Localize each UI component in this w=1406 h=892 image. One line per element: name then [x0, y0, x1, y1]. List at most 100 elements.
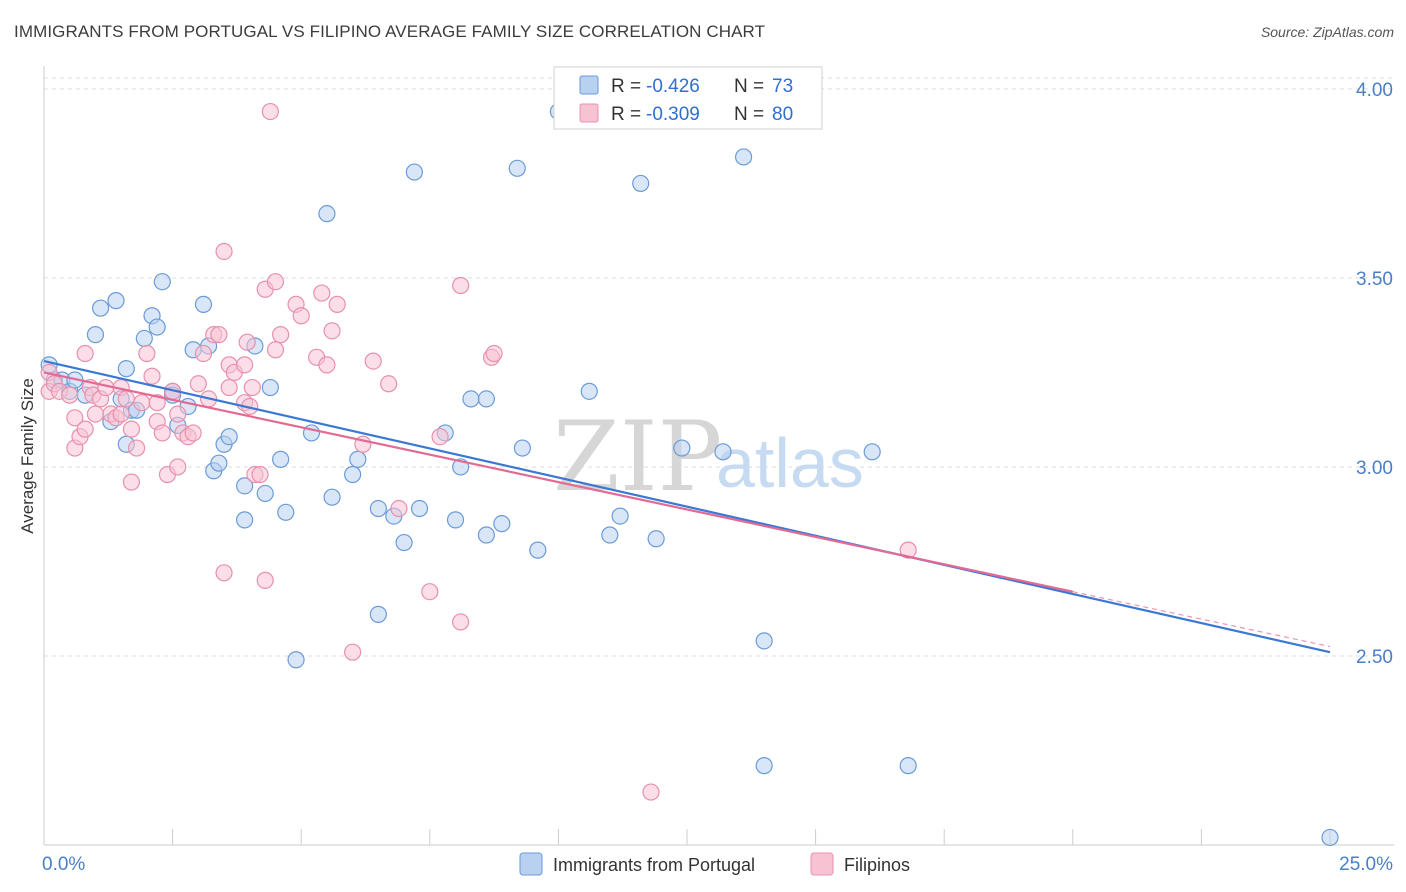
point-filipinos: [452, 613, 470, 631]
point-portugal: [508, 159, 526, 177]
point-filipinos: [215, 564, 233, 582]
axes: [43, 66, 1394, 846]
point-portugal: [369, 499, 387, 518]
point-filipinos: [390, 499, 408, 518]
point-portugal: [287, 651, 305, 669]
point-portugal: [611, 507, 629, 525]
point-portugal: [220, 428, 238, 446]
point-filipinos: [220, 378, 238, 397]
point-filipinos: [117, 390, 135, 408]
point-portugal: [899, 757, 917, 775]
legend-r-label-filipinos: R =: [611, 104, 641, 125]
point-portugal: [477, 526, 495, 544]
point-filipinos: [169, 458, 187, 476]
point-filipinos: [421, 583, 439, 601]
point-filipinos: [194, 344, 213, 363]
point-filipinos: [344, 643, 362, 661]
point-portugal: [395, 533, 413, 552]
point-filipinos: [138, 344, 156, 363]
point-portugal: [446, 511, 465, 529]
point-filipinos: [189, 375, 207, 393]
point-portugal: [493, 515, 511, 533]
point-filipinos: [328, 295, 346, 313]
point-portugal: [755, 632, 773, 650]
y-tick-label: 3.50: [1356, 269, 1393, 290]
point-portugal: [601, 526, 619, 544]
point-portugal: [349, 450, 367, 468]
y-tick-label: 3.00: [1356, 458, 1393, 479]
point-portugal: [632, 174, 650, 193]
point-portugal: [477, 390, 495, 408]
point-filipinos: [76, 344, 94, 363]
point-filipinos: [122, 473, 141, 491]
point-portugal: [107, 292, 125, 310]
legend-n-value-filipinos: 80: [772, 104, 793, 125]
y-tick-label: 2.50: [1356, 647, 1393, 668]
point-filipinos: [313, 284, 331, 302]
watermark-atlas: atlas: [716, 424, 864, 502]
point-portugal: [236, 477, 254, 495]
legend-swatch-filipinos: [579, 103, 599, 123]
chart-title: IMMIGRANTS FROM PORTUGAL VS FILIPINO AVE…: [14, 22, 766, 41]
point-portugal: [1321, 828, 1339, 847]
y-tick-label: 4.00: [1356, 80, 1393, 101]
point-portugal: [86, 326, 105, 344]
point-filipinos: [210, 326, 228, 344]
point-filipinos: [122, 420, 141, 438]
point-portugal: [323, 488, 341, 506]
point-filipinos: [238, 333, 256, 351]
point-portugal: [256, 484, 274, 503]
point-filipinos: [292, 307, 310, 325]
point-portugal: [344, 465, 362, 484]
point-filipinos: [642, 783, 660, 801]
point-filipinos: [364, 352, 382, 370]
point-portugal: [580, 382, 598, 400]
point-filipinos: [66, 409, 84, 427]
point-filipinos: [148, 394, 166, 412]
legend-n-label-portugal: N =: [734, 76, 764, 97]
point-portugal: [148, 318, 166, 336]
point-portugal: [513, 439, 531, 457]
data-points: [40, 102, 1339, 847]
point-filipinos: [86, 405, 105, 423]
point-portugal: [318, 205, 336, 223]
point-portugal: [210, 454, 228, 472]
bottom-legend-label-portugal: Immigrants from Portugal: [553, 855, 755, 875]
point-filipinos: [133, 394, 151, 412]
trend-line-filipinos: [43, 371, 1074, 593]
point-filipinos: [318, 356, 336, 374]
point-filipinos: [485, 344, 503, 363]
y-axis-title: Average Family Size: [18, 378, 37, 534]
x-tick-label-start: 0.0%: [42, 854, 85, 875]
point-filipinos: [169, 405, 187, 423]
point-filipinos: [143, 367, 161, 385]
bottom-legend-swatch-filipinos: [810, 852, 834, 876]
point-portugal: [410, 499, 429, 518]
watermark: ZIP atlas: [553, 401, 864, 513]
point-filipinos: [266, 341, 285, 359]
trend-line-filipinos-extension: [1072, 591, 1331, 648]
point-filipinos: [452, 276, 470, 295]
point-filipinos: [266, 273, 285, 291]
bottom-legend-label-filipinos: Filipinos: [844, 855, 910, 875]
point-filipinos: [261, 102, 279, 121]
point-filipinos: [243, 378, 261, 397]
trend-lines: [43, 360, 1331, 654]
point-filipinos: [215, 242, 233, 261]
source-label: Source: ZipAtlas.com: [1260, 24, 1394, 40]
legend-box: [553, 66, 823, 130]
bottom-legend-swatch-portugal: [519, 852, 543, 876]
legend-n-value-portugal: 73: [772, 76, 793, 97]
correlation-legend: R = -0.426 N = 73 R = -0.309 N = 80: [553, 66, 823, 130]
legend-r-value-portugal: -0.426: [646, 76, 700, 97]
point-portugal: [405, 163, 423, 181]
point-filipinos: [251, 465, 269, 484]
legend-r-value-filipinos: -0.309: [646, 104, 700, 125]
point-filipinos: [127, 439, 146, 457]
point-portugal: [863, 443, 881, 461]
point-filipinos: [380, 375, 398, 393]
point-filipinos: [61, 386, 79, 404]
point-portugal: [647, 530, 665, 548]
